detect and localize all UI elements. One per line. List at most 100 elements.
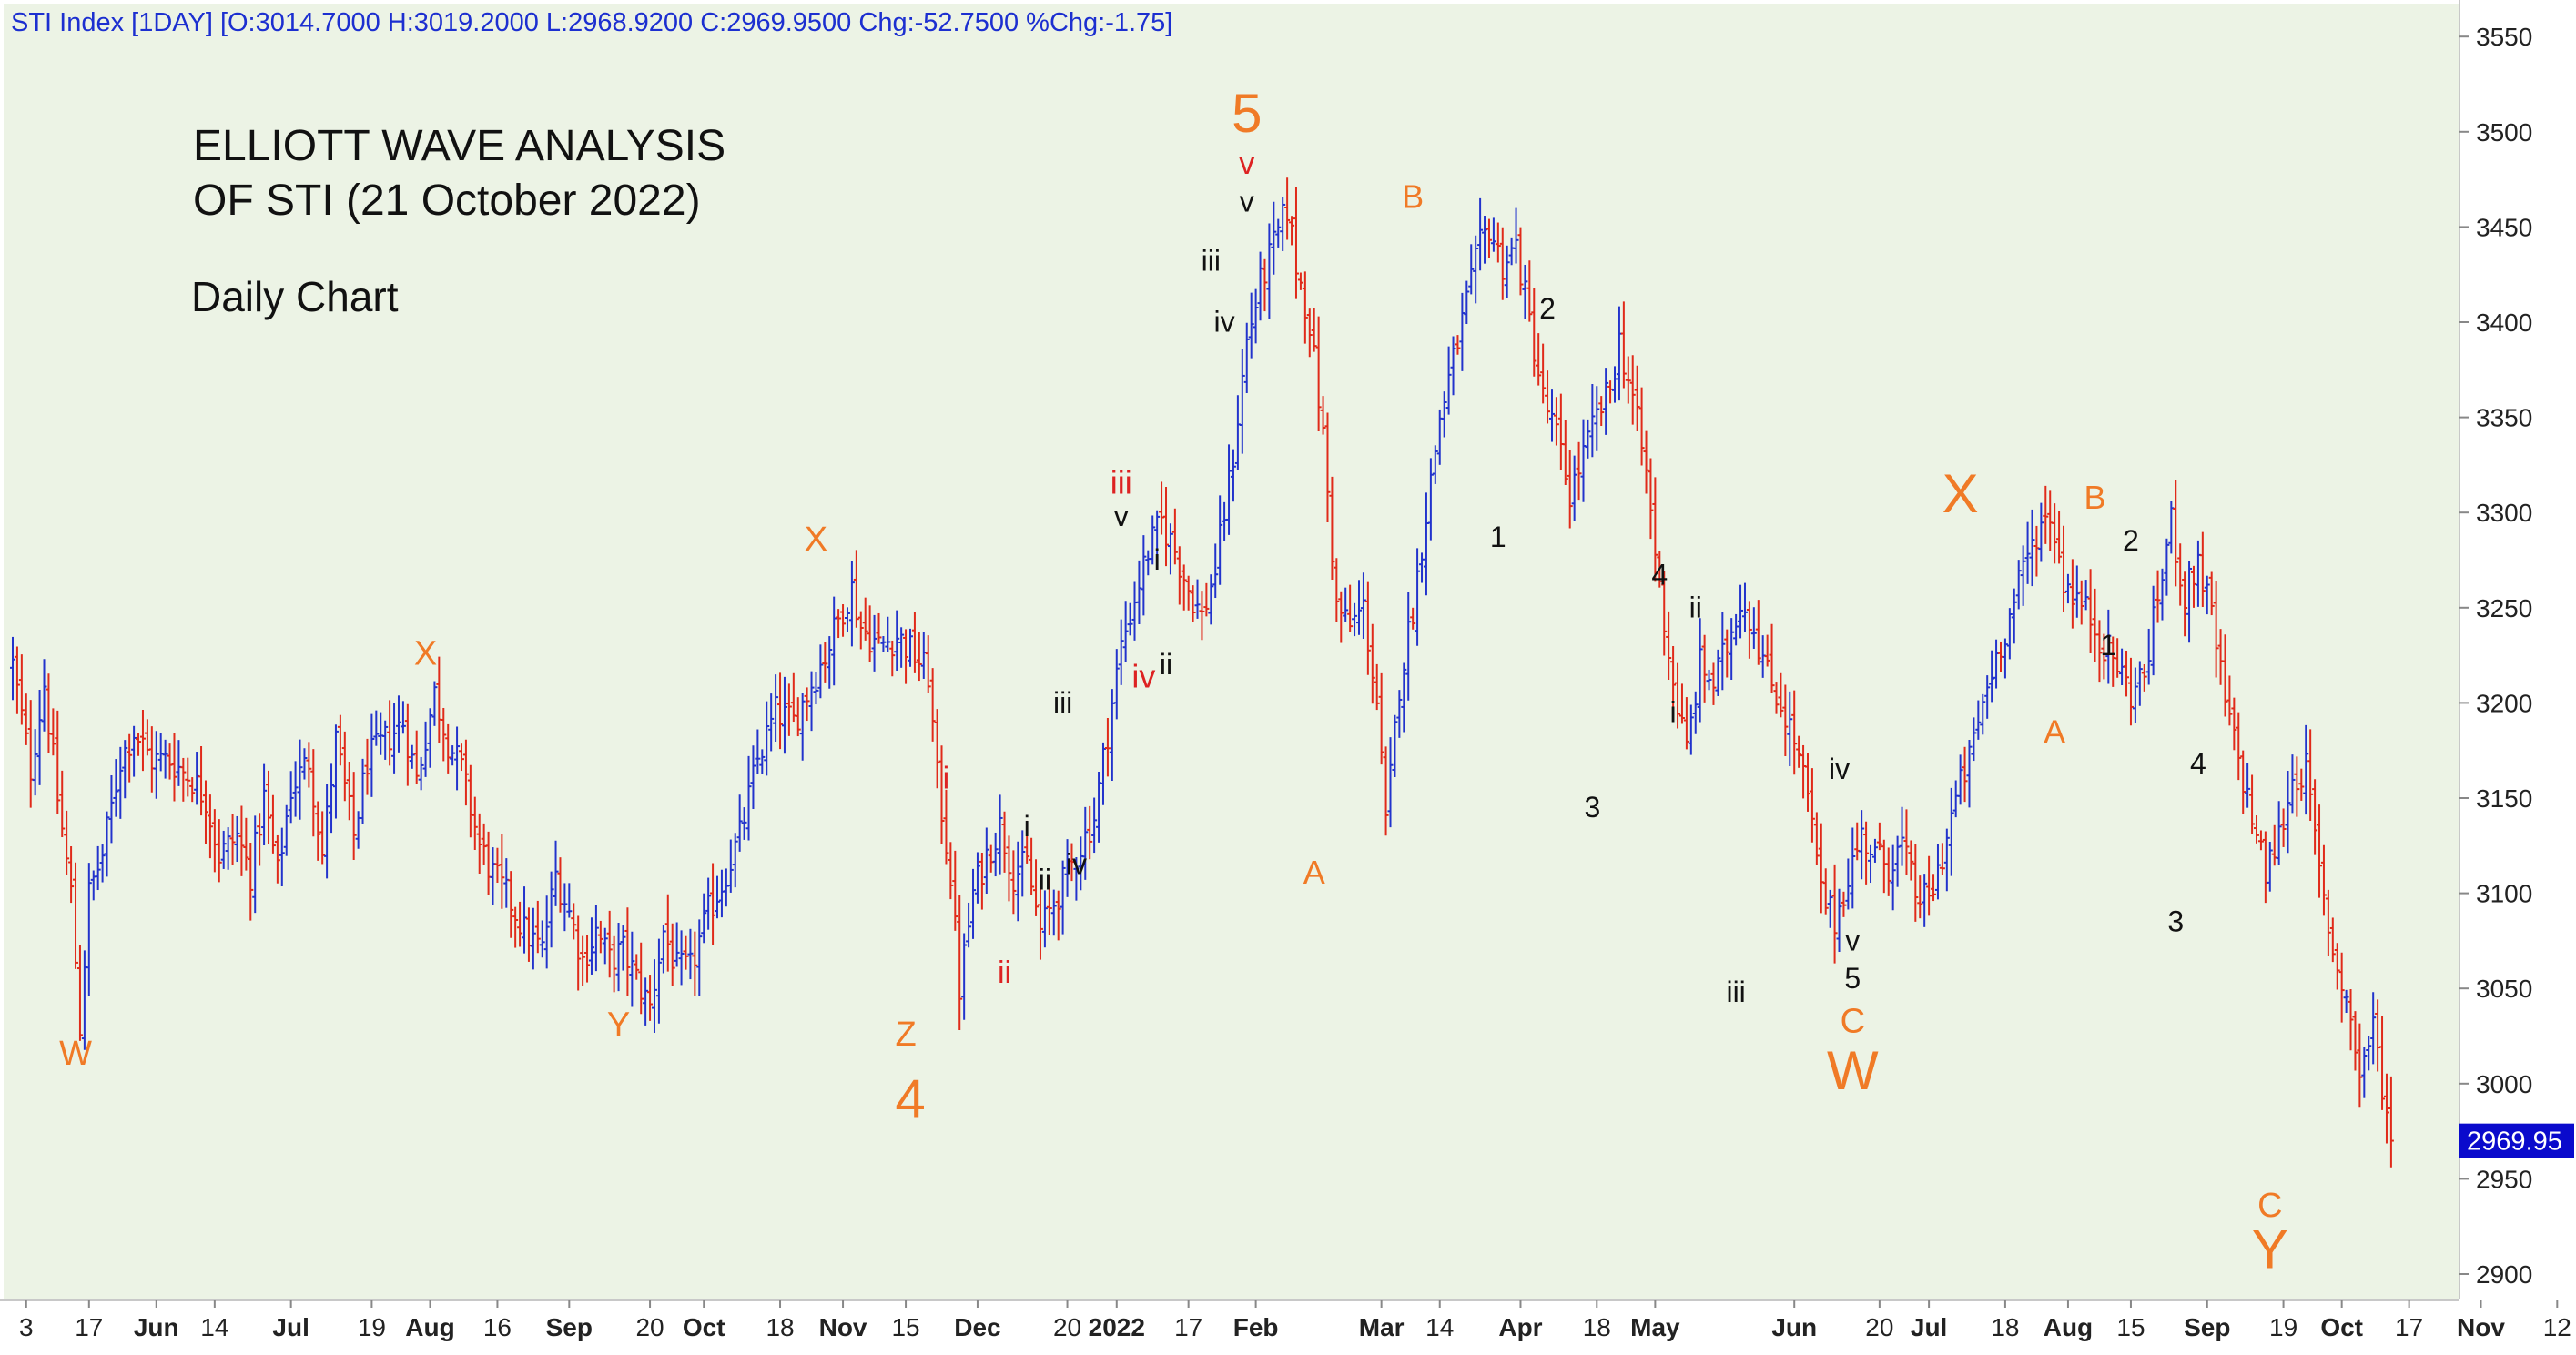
ohlc-bar (2312, 779, 2318, 855)
ohlc-bar (1343, 587, 1349, 622)
ohlc-bar (674, 922, 680, 967)
ohlc-bar (1289, 216, 1295, 246)
ohlc-bar (1750, 607, 1757, 649)
ohlc-bar (1675, 662, 1681, 729)
wave-label: 3 (1584, 791, 1600, 824)
date-tick-label: 19 (2269, 1313, 2297, 1341)
ohlc-bar (2280, 808, 2287, 847)
ohlc-bar (1678, 683, 1685, 724)
ohlc-bar (1364, 581, 1371, 675)
ohlc-bar (1271, 201, 1277, 275)
ohlc-bar (1580, 419, 1587, 502)
ohlc-bar (683, 935, 689, 970)
ohlc-bar (1378, 672, 1384, 765)
ohlc-bar (696, 919, 703, 996)
ohlc-bar (117, 746, 124, 819)
ohlc-bar (759, 749, 766, 774)
ohlc-bar (2289, 754, 2296, 814)
wave-label: C (2257, 1187, 2282, 1225)
date-tick-label: Nov (2457, 1313, 2505, 1341)
ohlc-bar (2132, 667, 2138, 723)
date-tick-label: 18 (1991, 1313, 2019, 1341)
ohlc-bar (1315, 316, 1322, 431)
ohlc-bar (934, 709, 940, 789)
chart-header-info: STI Index [1DAY] [O:3014.7000 H:3019.200… (11, 8, 1172, 37)
ohlc-bar (817, 644, 824, 699)
ohlc-bar (1410, 607, 1416, 630)
wave-label: 3 (2167, 905, 2184, 937)
ohlc-bar (2329, 917, 2336, 963)
date-tick-label: 18 (766, 1313, 794, 1341)
wave-label: iii (1111, 463, 1132, 501)
ohlc-bar (898, 627, 905, 668)
price-tick-label: 3000 (2476, 1070, 2532, 1098)
ohlc-bar (301, 748, 308, 780)
ohlc-bar (499, 834, 505, 909)
ohlc-bar (1957, 754, 1963, 805)
ohlc-bar (1464, 280, 1470, 325)
ohlc-bar (1966, 739, 1973, 808)
ohlc-bar (2083, 580, 2089, 611)
ohlc-bar (1926, 855, 1932, 916)
ohlc-bar (1194, 579, 1201, 619)
ohlc-bar (822, 642, 828, 683)
ohlc-bar (1104, 717, 1111, 777)
ohlc-bar (360, 758, 366, 824)
ohlc-bar (55, 710, 61, 814)
ohlc-bar (1917, 875, 1923, 919)
ohlc-bar (773, 674, 779, 743)
ohlc-bar (113, 759, 119, 817)
ohlc-bar (2245, 763, 2251, 808)
ohlc-bar (1163, 486, 1170, 567)
ohlc-bar (50, 708, 56, 756)
ohlc-bar (1845, 858, 1851, 910)
ohlc-bar (202, 780, 208, 844)
ohlc-bar (970, 868, 977, 939)
ohlc-bar (1805, 753, 1810, 812)
ohlc-bar (781, 676, 787, 754)
ohlc-bar (871, 614, 877, 672)
ohlc-bar (1710, 662, 1717, 705)
ohlc-bar (391, 703, 398, 774)
ohlc-bar (1576, 441, 1582, 501)
ohlc-bar (1306, 308, 1313, 358)
ohlc-bar (795, 697, 801, 737)
ohlc-bar (1876, 822, 1882, 851)
ohlc-bar (1356, 580, 1362, 635)
ohlc-bar (539, 920, 545, 958)
price-bars (10, 177, 2394, 1168)
date-tick-label: Feb (1233, 1313, 1279, 1341)
ohlc-bar (185, 757, 191, 797)
ohlc-bar (373, 710, 380, 746)
ohlc-bar (2011, 588, 2017, 644)
ohlc-bar (2249, 774, 2256, 835)
ohlc-bar (364, 738, 370, 795)
ohlc-bar (400, 701, 406, 734)
ohlc-bar (836, 609, 842, 639)
ohlc-bar (1122, 601, 1129, 662)
ohlc-bar (1033, 859, 1040, 916)
ohlc-bar (876, 612, 882, 644)
ohlc-bar (1262, 258, 1268, 312)
ohlc-bar (1787, 691, 1793, 767)
date-tick-label: 15 (2116, 1313, 2145, 1341)
ohlc-bar (1513, 207, 1519, 264)
ohlc-bar (1638, 387, 1645, 466)
ohlc-bar (1015, 841, 1021, 922)
ohlc-bar (2257, 830, 2264, 851)
ohlc-bar (1329, 476, 1335, 581)
ohlc-bar (1445, 346, 1452, 415)
ohlc-bar (885, 616, 891, 652)
ohlc-bar (562, 883, 568, 932)
ohlc-bar (341, 731, 348, 802)
wave-label: Y (607, 1006, 630, 1045)
ohlc-bar (799, 693, 806, 761)
ohlc-bar (252, 815, 259, 914)
ohlc-bar (1347, 584, 1354, 632)
ohlc-bar (593, 905, 599, 972)
ohlc-bar (225, 827, 231, 870)
ohlc-bar (104, 811, 110, 877)
ohlc-bar (1455, 335, 1461, 355)
ohlc-bar (310, 749, 317, 837)
ohlc-bar (2338, 952, 2345, 1023)
